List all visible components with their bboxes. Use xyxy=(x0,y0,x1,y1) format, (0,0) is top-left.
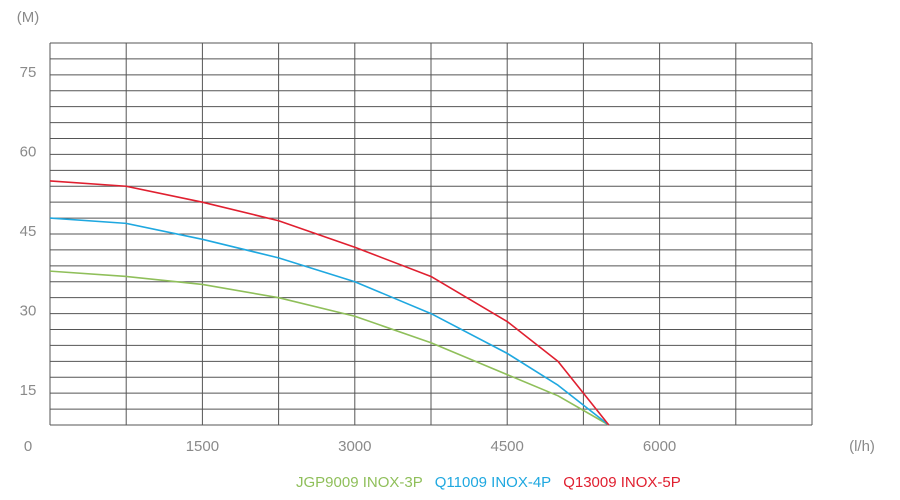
x-tick-label: 6000 xyxy=(643,438,676,455)
x-tick-label: 1500 xyxy=(186,438,219,455)
y-tick-label: 30 xyxy=(20,303,37,320)
y-tick-label: 60 xyxy=(20,143,37,160)
y-tick-label: 75 xyxy=(20,64,37,81)
x-axis-label: (l/h) xyxy=(849,438,875,455)
legend-entry: JGP9009 INOX-3P xyxy=(296,474,423,491)
curve xyxy=(49,217,610,426)
y-tick-label: 15 xyxy=(20,382,37,399)
legend-entry: Q13009 INOX-5P xyxy=(563,474,681,491)
x-tick-label: 4500 xyxy=(491,438,524,455)
curve xyxy=(49,180,610,426)
y-tick-label: 45 xyxy=(20,223,37,240)
legend-entry: Q11009 INOX-4P xyxy=(435,474,551,491)
y-axis-label: (M) xyxy=(17,9,40,26)
curve xyxy=(49,270,610,426)
x-tick-label: 3000 xyxy=(338,438,371,455)
x-tick-label: 0 xyxy=(24,438,32,455)
